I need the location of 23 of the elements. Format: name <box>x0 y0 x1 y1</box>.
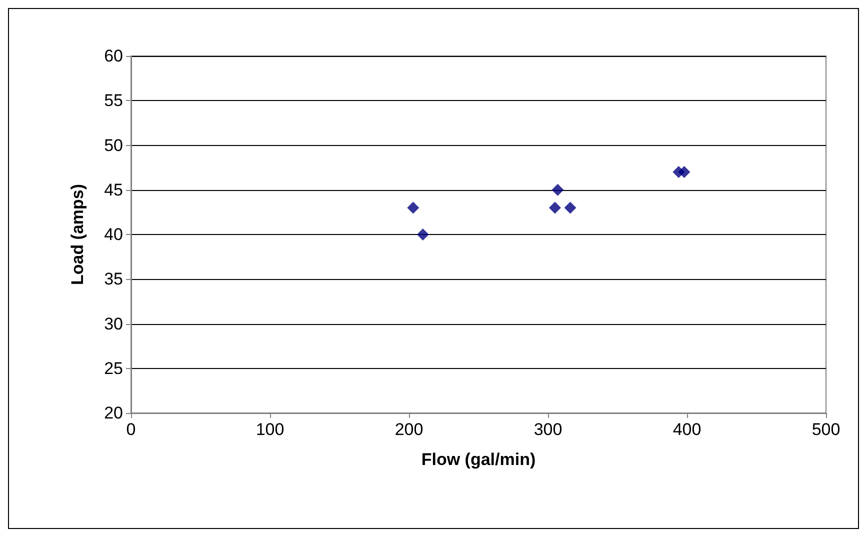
x-tick-label: 200 <box>394 420 424 439</box>
point <box>407 202 420 214</box>
y-axis-title: Load (amps) <box>68 184 87 286</box>
y-tick-label: 30 <box>104 314 123 334</box>
y-tick-label: 60 <box>104 46 123 66</box>
y-tick-label: 40 <box>104 225 123 244</box>
x-tick-label: 500 <box>812 420 840 439</box>
y-tick-label: 25 <box>104 358 123 378</box>
point <box>416 228 429 240</box>
y-tick-label: 50 <box>104 136 123 155</box>
point <box>548 202 561 214</box>
point <box>552 184 564 196</box>
x-tick-label: 400 <box>672 420 702 439</box>
x-tick-label: 100 <box>256 420 284 439</box>
x-axis-title: Flow (gal/min) <box>421 450 536 469</box>
x-tick-label: 0 <box>126 420 136 439</box>
x-tick-label: 300 <box>534 420 562 439</box>
y-tick-label: 55 <box>104 91 123 110</box>
y-tick-label: 45 <box>104 180 123 200</box>
y-tick-label: 35 <box>104 270 123 289</box>
point <box>564 202 576 214</box>
y-tick-label: 20 <box>104 404 123 422</box>
point <box>678 166 690 178</box>
